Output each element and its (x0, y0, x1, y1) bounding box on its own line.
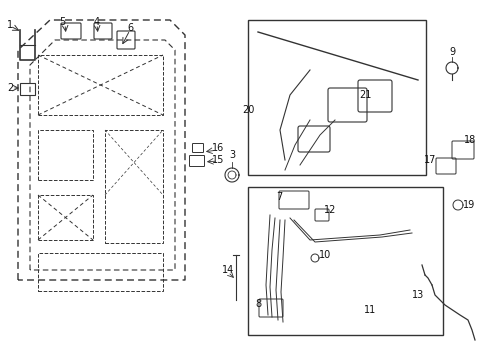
Bar (38, 195, 93, 240)
Text: 8: 8 (255, 299, 261, 309)
Bar (38, 55, 163, 115)
Bar (105, 130, 163, 243)
Text: 10: 10 (319, 250, 331, 260)
Text: 16: 16 (212, 143, 224, 153)
Text: 2: 2 (7, 83, 13, 93)
Text: 1: 1 (7, 20, 13, 30)
Text: 12: 12 (324, 205, 336, 215)
Bar (38, 253, 163, 291)
Text: 13: 13 (412, 290, 424, 300)
Bar (248, 187, 443, 335)
Text: 21: 21 (359, 90, 371, 100)
Text: 20: 20 (242, 105, 254, 115)
Text: 4: 4 (94, 17, 100, 27)
Text: 15: 15 (212, 155, 224, 165)
Text: 14: 14 (222, 265, 234, 275)
Text: 17: 17 (424, 155, 436, 165)
Text: 6: 6 (127, 23, 133, 33)
Text: 3: 3 (229, 150, 235, 160)
Bar (20, 83, 35, 95)
Text: 19: 19 (463, 200, 475, 210)
Bar (248, 20, 426, 175)
Text: 5: 5 (59, 17, 65, 27)
Text: 7: 7 (276, 192, 282, 202)
Text: 18: 18 (464, 135, 476, 145)
Bar (38, 130, 93, 180)
Text: 11: 11 (364, 305, 376, 315)
Text: 9: 9 (449, 47, 455, 57)
